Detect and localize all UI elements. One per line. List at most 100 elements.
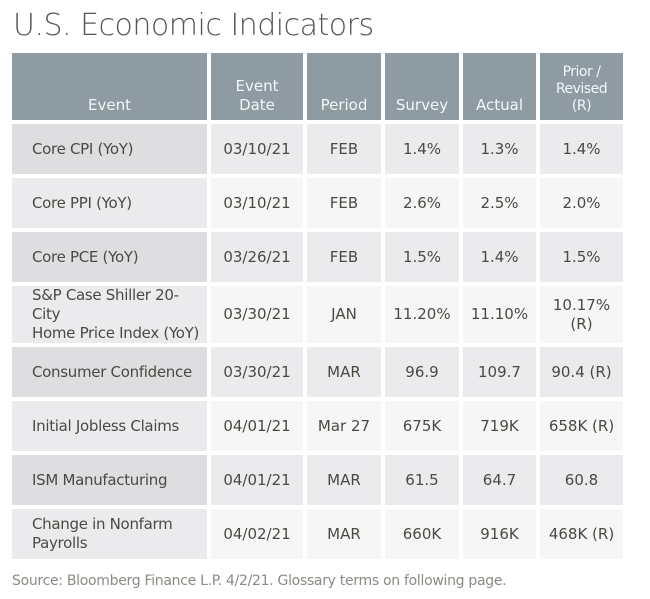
cell-event: S&P Case Shiller 20-City Home Price Index… xyxy=(12,286,207,343)
cell-event-text: Consumer Confidence xyxy=(32,362,192,381)
economic-indicators-table: Event Event Date Period Survey Actual Pri… xyxy=(8,49,627,563)
cell-prior: 658K (R) xyxy=(540,401,623,451)
cell-event-text: Change in Nonfarm xyxy=(32,515,173,533)
cell-event-text: Core PCE (YoY) xyxy=(32,247,139,266)
table-row: ISM Manufacturing 04/01/21 MAR 61.5 64.7 60.8 xyxy=(12,455,623,505)
cell-prior-text: 2.0% xyxy=(562,193,601,212)
cell-actual: 64.7 xyxy=(463,455,536,505)
cell-period-text: FEB xyxy=(329,139,359,158)
cell-actual-text: 2.5% xyxy=(480,193,519,212)
cell-prior: 2.0% xyxy=(540,178,623,228)
cell-event-text: S&P Case Shiller 20-City xyxy=(32,286,179,323)
cell-survey-text: 2.6% xyxy=(402,193,442,212)
header-event-date-line2: Date xyxy=(239,96,275,114)
cell-survey-text: 1.5% xyxy=(402,247,442,266)
cell-prior: 90.4 (R) xyxy=(540,347,623,397)
cell-survey: 675K xyxy=(385,401,459,451)
page-title: U.S. Economic Indicators xyxy=(13,8,374,43)
cell-survey-text: 675K xyxy=(402,416,442,435)
cell-actual-text: 916K xyxy=(480,524,519,543)
cell-survey-text: 11.20% xyxy=(393,305,451,323)
table-row: Core PPI (YoY) 03/10/21 FEB 2.6% 2.5% 2.0% xyxy=(12,178,623,228)
cell-survey-text: 61.5 xyxy=(405,470,439,489)
cell-event: Initial Jobless Claims xyxy=(12,401,207,451)
source-note: Source: Bloomberg Finance L.P. 4/2/21. G… xyxy=(12,573,507,589)
cell-prior-text: 468K (R) xyxy=(548,524,615,543)
cell-actual: 11.10% xyxy=(463,286,536,343)
cell-actual: 109.7 xyxy=(463,347,536,397)
table-row: Core PCE (YoY) 03/26/21 FEB 1.5% 1.4% 1.5% xyxy=(12,232,623,282)
cell-event-text-line2: Home Price Index (YoY) xyxy=(32,324,200,342)
cell-prior: 1.5% xyxy=(540,232,623,282)
cell-survey: 2.6% xyxy=(385,178,459,228)
cell-actual-text: 1.3% xyxy=(480,139,519,158)
cell-actual-text: 11.10% xyxy=(470,305,529,323)
cell-actual: 719K xyxy=(463,401,536,451)
cell-prior-text: 658K (R) xyxy=(548,416,615,435)
cell-prior: 60.8 xyxy=(540,455,623,505)
cell-period-text: FEB xyxy=(329,247,359,266)
cell-actual-text: 1.4% xyxy=(480,247,519,266)
cell-survey: 96.9 xyxy=(385,347,459,397)
header-event-date: Event Date xyxy=(211,53,303,120)
cell-event-text: ISM Manufacturing xyxy=(32,470,168,489)
cell-event-text-line2: Payrolls xyxy=(32,534,88,552)
cell-event-date-text: 03/10/21 xyxy=(223,139,291,158)
cell-event: Core CPI (YoY) xyxy=(12,124,207,174)
cell-event-date: 04/01/21 xyxy=(211,455,303,505)
header-prior-line3: (R) xyxy=(571,98,592,114)
cell-event-date: 04/02/21 xyxy=(211,509,303,559)
cell-prior-text: 1.5% xyxy=(562,247,601,266)
cell-period-text: MAR xyxy=(327,470,361,489)
cell-prior-text-line2: (R) xyxy=(570,314,593,333)
cell-event-date: 03/30/21 xyxy=(211,286,303,343)
cell-period-text: Mar 27 xyxy=(317,416,371,435)
cell-actual: 2.5% xyxy=(463,178,536,228)
cell-event-date-text: 04/01/21 xyxy=(223,470,291,489)
cell-survey: 1.5% xyxy=(385,232,459,282)
cell-event-date: 04/01/21 xyxy=(211,401,303,451)
cell-survey-text: 660K xyxy=(402,524,442,543)
cell-event-date-text: 03/26/21 xyxy=(223,247,291,266)
cell-event-text: Core CPI (YoY) xyxy=(32,139,134,158)
cell-period: JAN xyxy=(307,286,381,343)
table-row: Change in Nonfarm Payrolls 04/02/21 MAR 660K… xyxy=(12,509,623,559)
cell-actual: 1.4% xyxy=(463,232,536,282)
header-prior-line2: Revised xyxy=(555,81,608,97)
cell-survey-text: 1.4% xyxy=(402,139,442,158)
header-event: Event xyxy=(12,53,207,120)
cell-event-date-text: 03/30/21 xyxy=(223,362,291,381)
header-event-date-line1: Event xyxy=(235,77,279,95)
cell-actual: 916K xyxy=(463,509,536,559)
cell-period: Mar 27 xyxy=(307,401,381,451)
cell-period-text: MAR xyxy=(327,362,361,381)
cell-period: FEB xyxy=(307,178,381,228)
cell-survey-text: 96.9 xyxy=(405,362,439,381)
cell-prior: 468K (R) xyxy=(540,509,623,559)
cell-event-date-text: 04/02/21 xyxy=(223,524,291,543)
table-row: Consumer Confidence 03/30/21 MAR 96.9 109.7 9… xyxy=(12,347,623,397)
cell-actual-text: 109.7 xyxy=(478,362,521,381)
cell-period: FEB xyxy=(307,232,381,282)
cell-survey: 11.20% xyxy=(385,286,459,343)
cell-event-date: 03/26/21 xyxy=(211,232,303,282)
cell-event-date: 03/10/21 xyxy=(211,124,303,174)
header-prior-line1: Prior / xyxy=(562,64,601,80)
cell-event-date-text: 03/10/21 xyxy=(223,193,291,212)
cell-actual-text: 64.7 xyxy=(482,470,517,489)
cell-actual: 1.3% xyxy=(463,124,536,174)
cell-event: ISM Manufacturing xyxy=(12,455,207,505)
cell-survey: 660K xyxy=(385,509,459,559)
cell-prior-text: 90.4 (R) xyxy=(551,362,612,381)
cell-event-date: 03/30/21 xyxy=(211,347,303,397)
cell-prior-text: 60.8 xyxy=(564,470,599,489)
cell-period-text: JAN xyxy=(331,305,357,323)
cell-survey: 61.5 xyxy=(385,455,459,505)
cell-actual-text: 719K xyxy=(480,416,519,435)
cell-event: Consumer Confidence xyxy=(12,347,207,397)
header-period: Period xyxy=(307,53,381,120)
cell-event-date-text: 03/30/21 xyxy=(223,305,291,323)
cell-prior: 1.4% xyxy=(540,124,623,174)
cell-period-text: FEB xyxy=(329,193,359,212)
cell-event: Core PPI (YoY) xyxy=(12,178,207,228)
